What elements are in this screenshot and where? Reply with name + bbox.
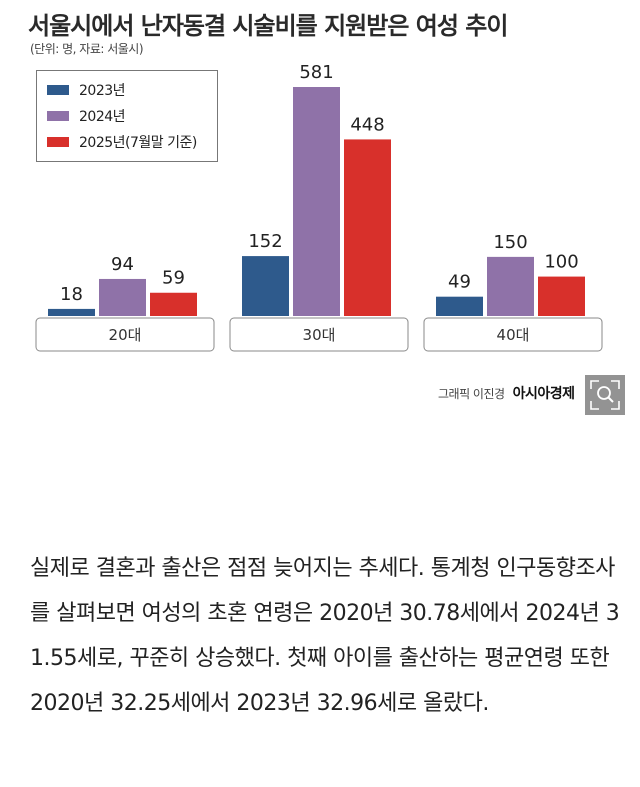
legend-swatch-2023 (47, 85, 69, 95)
legend-label-2025: 2025년(7월말 기준) (79, 135, 197, 151)
legend-label-2024: 2024년 (79, 109, 126, 125)
bar-2024-1 (293, 87, 340, 316)
bar-20257-1 (344, 139, 391, 316)
chart-title: 서울시에서 난자동결 시술비를 지원받은 여성 추이 (28, 12, 508, 40)
data-label: 49 (448, 272, 471, 293)
data-label: 59 (162, 268, 185, 289)
bar-2023-0 (48, 308, 95, 316)
credit-byline: 그래픽 이진경 (438, 386, 505, 401)
bar-20257-2 (538, 276, 585, 316)
data-label: 152 (248, 231, 282, 252)
bar-2024-0 (99, 278, 146, 316)
legend-item-2025: 2025년(7월말 기준) (47, 129, 217, 155)
data-label: 581 (299, 62, 333, 83)
legend-swatch-2024 (47, 111, 69, 121)
bar-20257-0 (150, 292, 197, 316)
data-label: 100 (544, 252, 578, 273)
legend-item-2023: 2023년 (47, 77, 217, 103)
x-tick-label: 20대 (109, 326, 142, 344)
legend-label-2023: 2023년 (79, 83, 126, 99)
legend-item-2024: 2024년 (47, 103, 217, 129)
zoom-button[interactable] (585, 375, 625, 415)
legend-swatch-2025 (47, 137, 69, 147)
category-box (229, 317, 409, 352)
bar-2023-2 (436, 296, 483, 316)
bar-2023-1 (242, 256, 289, 316)
category-box (35, 317, 215, 352)
data-label: 94 (111, 254, 134, 275)
bar-chart: 20대 18 94 59 30대 152 581 448 40대 49 150 100 (35, 62, 603, 352)
category-box (423, 317, 603, 352)
article-paragraph: 실제로 결혼과 출산은 점점 늦어지는 추세다. 통계청 인구동향조사를 살펴보… (30, 556, 620, 716)
bar-2024-2 (487, 256, 534, 316)
x-tick-label: 30대 (303, 326, 336, 344)
x-tick-label: 40대 (497, 326, 530, 344)
graphic-credit: 그래픽 이진경 아시아경제 (438, 383, 575, 403)
publisher-brand: 아시아경제 (512, 386, 575, 402)
zoom-in-icon (590, 380, 620, 410)
data-label: 448 (350, 114, 384, 135)
data-label: 18 (60, 284, 83, 305)
chart-legend: 2023년 2024년 2025년(7월말 기준) (36, 70, 218, 162)
data-label: 150 (493, 232, 527, 253)
chart-subtitle: (단위: 명, 자료: 서울시) (30, 42, 144, 56)
